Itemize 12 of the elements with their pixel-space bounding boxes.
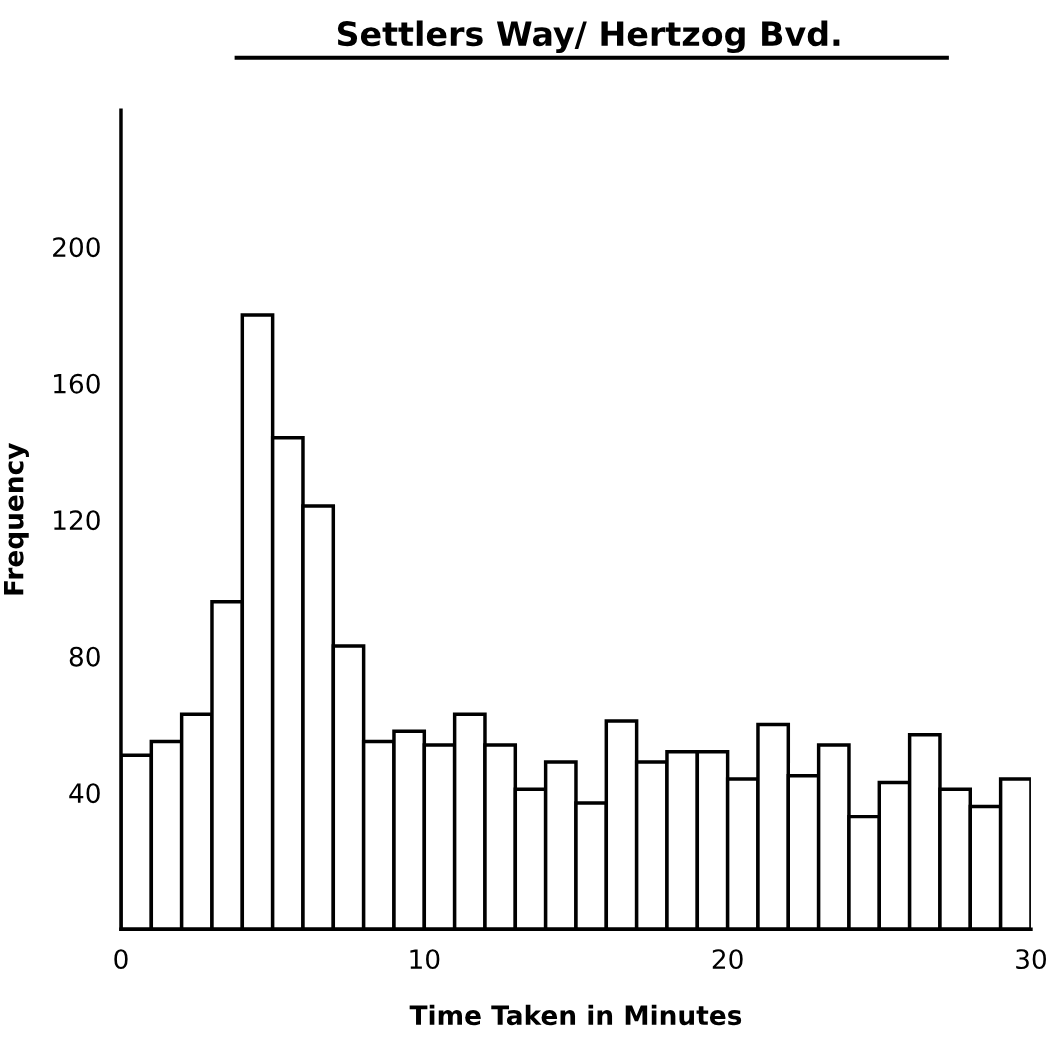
x-tick-label: 30	[1016, 949, 1046, 970]
y-axis-title: Frequency	[4, 443, 29, 595]
y-tick-label: 80	[69, 646, 100, 667]
x-tick-label: 20	[712, 949, 743, 970]
y-tick-label: 120	[54, 510, 100, 531]
chart-title: Settlers Way/ Hertzog Bvd.	[337, 20, 840, 54]
y-tick-label: 40	[69, 783, 100, 804]
y-tick-label: 160	[54, 373, 100, 394]
x-axis-title: Time Taken in Minutes	[409, 1004, 742, 1026]
y-tick-label: 200	[53, 237, 100, 258]
x-tick-label: 0	[114, 949, 128, 970]
x-tick-label: 10	[410, 949, 440, 970]
